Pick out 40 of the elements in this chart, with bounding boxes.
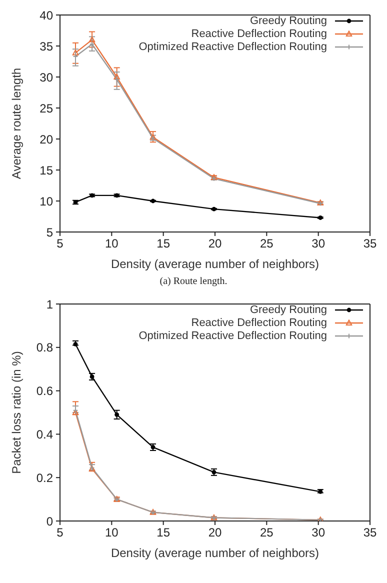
x-tick-label: 15 xyxy=(156,236,170,251)
x-tick-label: 20 xyxy=(208,236,222,251)
y-tick-label: 0.8 xyxy=(36,340,54,355)
legend-label: Greedy Routing xyxy=(250,14,327,26)
y-tick-label: 15 xyxy=(40,163,54,178)
y-tick-label: 30 xyxy=(40,70,54,84)
x-tick-label: 5 xyxy=(56,236,64,251)
x-tick-label: 5 xyxy=(56,526,64,540)
x-axis-title: Density (average number of neighbors) xyxy=(110,546,320,560)
y-axis-title: Packet loss ratio (in %) xyxy=(9,351,24,474)
y-tick-label: 0.4 xyxy=(36,427,54,442)
x-tick-label: 35 xyxy=(363,526,377,540)
y-tick-label: 40 xyxy=(40,8,54,22)
y-axis-title: Average route length xyxy=(9,68,24,180)
y-tick-label: 35 xyxy=(40,39,54,54)
x-tick-label: 25 xyxy=(260,236,274,251)
x-tick-label: 30 xyxy=(312,236,326,251)
text: (a) Route length. xyxy=(158,276,228,287)
legend-label: Reactive Deflection Routing xyxy=(191,316,327,328)
y-tick-label: 1 xyxy=(46,297,54,312)
x-axis-title: Density (average number of neighbors) xyxy=(110,257,320,271)
legend-label: Greedy Routing xyxy=(250,304,327,316)
y-tick-label: 25 xyxy=(40,101,54,116)
x-tick-label: 35 xyxy=(363,236,377,251)
y-tick-label: 0 xyxy=(46,514,54,528)
legend-label: Optimized Reactive Deflection Routing xyxy=(138,330,327,342)
x-tick-label: 10 xyxy=(104,236,119,251)
y-tick-label: 0.6 xyxy=(36,384,54,398)
x-tick-label: 20 xyxy=(208,526,222,540)
legend-label: Optimized Reactive Deflection Routing xyxy=(138,40,327,52)
x-tick-label: 10 xyxy=(104,526,119,540)
x-tick-label: 30 xyxy=(312,526,326,540)
y-tick-label: 0.2 xyxy=(36,470,54,485)
x-tick-label: 25 xyxy=(260,526,274,540)
x-tick-label: 15 xyxy=(156,526,170,540)
y-tick-label: 10 xyxy=(40,194,54,208)
legend-label: Reactive Deflection Routing xyxy=(191,28,327,40)
y-tick-label: 20 xyxy=(40,132,54,146)
y-tick-label: 5 xyxy=(46,225,54,240)
point xyxy=(114,412,120,417)
